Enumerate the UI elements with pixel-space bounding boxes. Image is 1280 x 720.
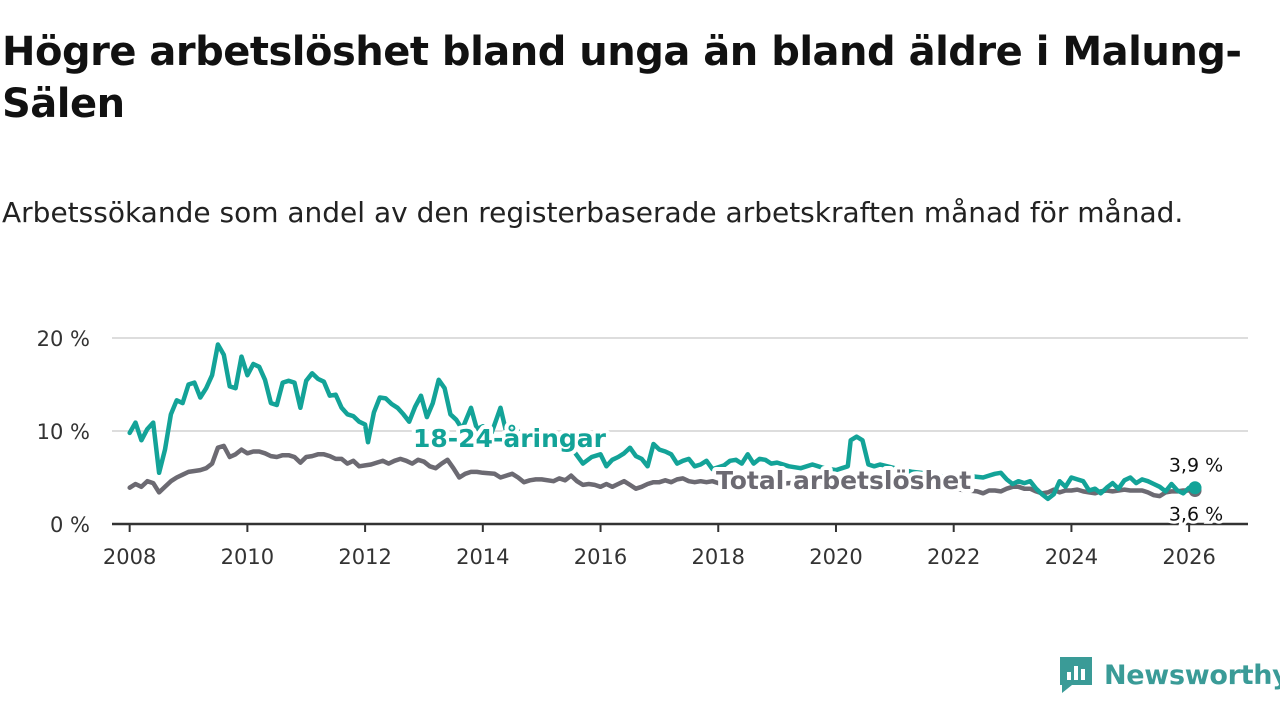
end-label-total-halo: 3,6 %	[1169, 504, 1223, 526]
series-label-total-halo: Total arbetslöshet	[716, 466, 971, 495]
series-end-dot-0	[1188, 481, 1202, 495]
newsworthy-brand: Newsworthy	[1058, 654, 1280, 696]
x-tick-label: 2008	[103, 545, 156, 569]
end-label-youth: 3,9 %	[1169, 455, 1223, 477]
series-lines	[127, 342, 1202, 502]
series-line-0	[127, 342, 1198, 502]
x-tick-label: 2024	[1045, 545, 1098, 569]
x-tick-label: 2012	[338, 545, 391, 569]
series-line-1	[127, 443, 1198, 499]
y-tick-label: 0 %	[50, 513, 90, 537]
y-axis-ticks: 0 % 10 % 20 %	[37, 327, 90, 537]
end-label-total: 3,6 %	[1169, 504, 1223, 526]
line-chart: 0 % 10 % 20 % 2008 2010 2012 2014 2016 2018 2020…	[37, 327, 1248, 569]
newsworthy-logo-icon	[1060, 657, 1092, 693]
x-tick-label: 2014	[456, 545, 509, 569]
brand-name: Newsworthy	[1104, 659, 1280, 691]
x-tick-label: 2022	[927, 545, 980, 569]
series-label-total: Total arbetslöshet	[716, 466, 971, 495]
x-tick-label: 2016	[574, 545, 627, 569]
chart-title: Högre arbetslöshet bland unga än bland ä…	[2, 29, 1242, 127]
y-tick-label: 10 %	[37, 420, 90, 444]
x-tick-label: 2018	[692, 545, 745, 569]
series-label-youth-halo: 18-24-åringar	[413, 424, 607, 453]
y-tick-label: 20 %	[37, 327, 90, 351]
chart-subtitle: Arbetssökande som andel av den registerb…	[2, 196, 1184, 229]
x-tick-label: 2020	[809, 545, 862, 569]
series-label-youth: 18-24-åringar	[413, 424, 607, 453]
x-axis-ticks: 2008 2010 2012 2014 2016 2018 2020 2022 2024 2026	[103, 524, 1216, 569]
x-tick-label: 2026	[1162, 545, 1215, 569]
grid-lines	[112, 337, 1248, 526]
x-tick-label: 2010	[221, 545, 274, 569]
